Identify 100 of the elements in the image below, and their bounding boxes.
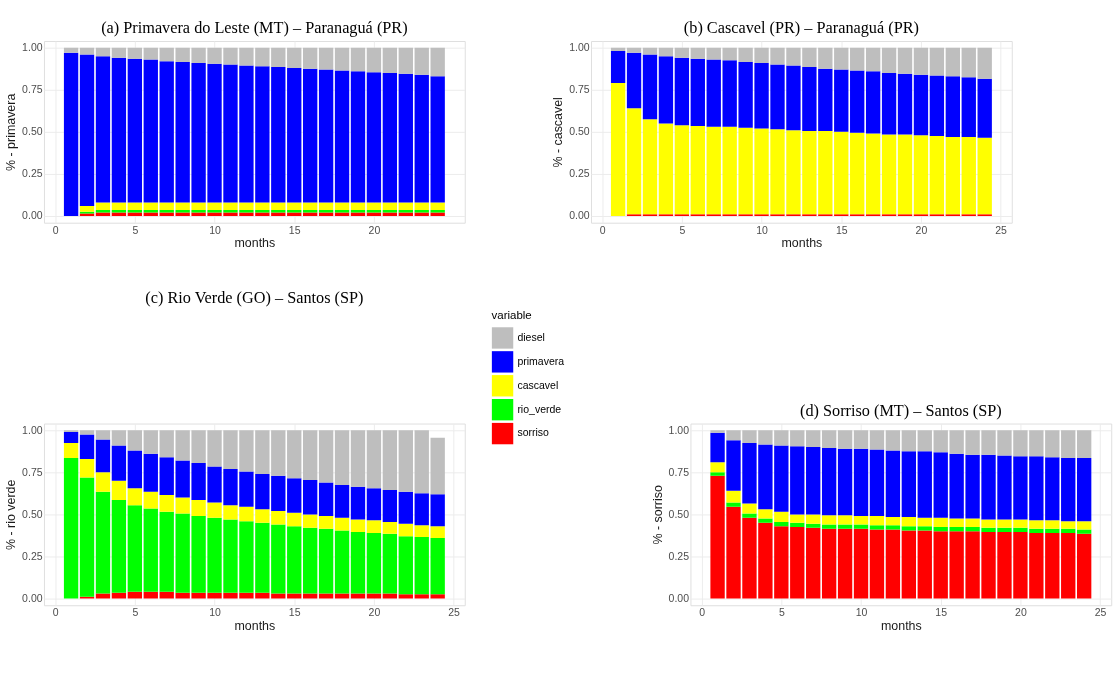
bar xyxy=(917,530,932,599)
x-tick-label: 0 xyxy=(599,223,606,236)
chart-title: (a) Primavera do Leste (MT) – Paranaguá (PR) xyxy=(101,19,408,38)
x-tick-label: 10 xyxy=(209,606,222,619)
bar xyxy=(945,47,960,77)
bar xyxy=(382,202,398,211)
bar xyxy=(334,202,350,211)
bar xyxy=(366,520,382,533)
bar xyxy=(287,593,302,599)
bar xyxy=(350,202,366,211)
bar xyxy=(790,522,805,528)
bar xyxy=(95,472,111,492)
bar xyxy=(318,69,334,203)
bar xyxy=(626,108,642,215)
bar xyxy=(127,450,143,489)
bar xyxy=(961,136,976,215)
x-tick-label: 25 xyxy=(995,223,1008,236)
bar xyxy=(127,202,143,211)
bar xyxy=(837,515,853,525)
y-tick-label: 0.00 xyxy=(569,209,590,222)
legend-label: cascavel xyxy=(517,378,559,391)
bar xyxy=(95,47,111,57)
bar xyxy=(977,137,992,215)
bar xyxy=(881,47,897,73)
bar xyxy=(79,430,95,435)
bar xyxy=(897,47,913,74)
bar xyxy=(318,593,334,599)
y-tick-label: 0.75 xyxy=(668,465,690,478)
bar xyxy=(334,430,350,485)
chart-title: (c) Rio Verde (GO) – Santos (SP) xyxy=(145,289,364,308)
bar xyxy=(658,56,674,124)
bar xyxy=(430,526,445,538)
bar xyxy=(127,47,143,59)
bar xyxy=(806,447,821,515)
bar xyxy=(430,202,445,211)
y-tick-label: 0.50 xyxy=(569,125,590,138)
bar xyxy=(1061,532,1076,599)
y-tick-label: 1.00 xyxy=(668,423,690,436)
x-tick-label: 5 xyxy=(778,606,785,619)
bar xyxy=(63,47,79,53)
bar xyxy=(318,202,334,211)
bar xyxy=(95,430,111,440)
bar xyxy=(913,135,929,215)
y-tick-label: 0.00 xyxy=(668,591,690,604)
y-tick-label: 0.50 xyxy=(22,507,43,520)
bar xyxy=(710,462,725,473)
bar xyxy=(366,430,382,489)
bar xyxy=(853,524,869,529)
bar xyxy=(806,514,821,524)
bar xyxy=(430,594,445,599)
x-tick-label: 0 xyxy=(52,223,59,236)
bar xyxy=(850,132,865,215)
bar xyxy=(111,445,127,481)
bar xyxy=(1076,430,1092,459)
bar xyxy=(398,523,413,537)
bar xyxy=(398,594,413,599)
bar xyxy=(945,136,960,215)
bar xyxy=(977,78,992,138)
bar xyxy=(398,73,413,203)
bar xyxy=(414,430,429,494)
y-tick-label: 0.50 xyxy=(22,125,43,138)
bar xyxy=(885,450,901,517)
bar xyxy=(127,488,143,506)
bar xyxy=(690,47,705,59)
bar xyxy=(382,72,398,203)
bar xyxy=(658,47,674,57)
chart-title: (d) Sorriso (MT) – Santos (SP) xyxy=(799,401,1002,420)
bar xyxy=(961,47,976,78)
bar xyxy=(674,57,690,126)
bar xyxy=(834,131,849,215)
bar xyxy=(690,125,705,215)
bar xyxy=(287,478,302,513)
bar xyxy=(350,430,366,487)
x-axis-title: months xyxy=(781,236,823,251)
bar xyxy=(977,47,992,79)
bar xyxy=(127,505,143,592)
bar xyxy=(869,529,885,599)
bar xyxy=(865,133,881,215)
bar xyxy=(318,47,334,70)
bar xyxy=(837,524,853,529)
bar xyxy=(303,514,318,528)
bar xyxy=(79,434,95,459)
bar xyxy=(143,430,158,454)
bar xyxy=(318,430,334,483)
bar xyxy=(834,47,849,70)
bar xyxy=(897,134,913,215)
bar xyxy=(111,202,127,211)
bar xyxy=(706,126,721,215)
bar xyxy=(414,594,429,599)
bar xyxy=(414,202,429,211)
bar xyxy=(303,202,318,211)
bar xyxy=(127,58,143,203)
bar xyxy=(127,430,143,451)
y-axis-title: % - sorriso xyxy=(650,485,665,545)
y-tick-label: 0.75 xyxy=(22,465,43,478)
y-tick-label: 0.25 xyxy=(668,549,690,562)
bar xyxy=(869,430,885,450)
bar xyxy=(430,437,445,495)
bar xyxy=(610,83,626,216)
bar xyxy=(913,74,929,136)
